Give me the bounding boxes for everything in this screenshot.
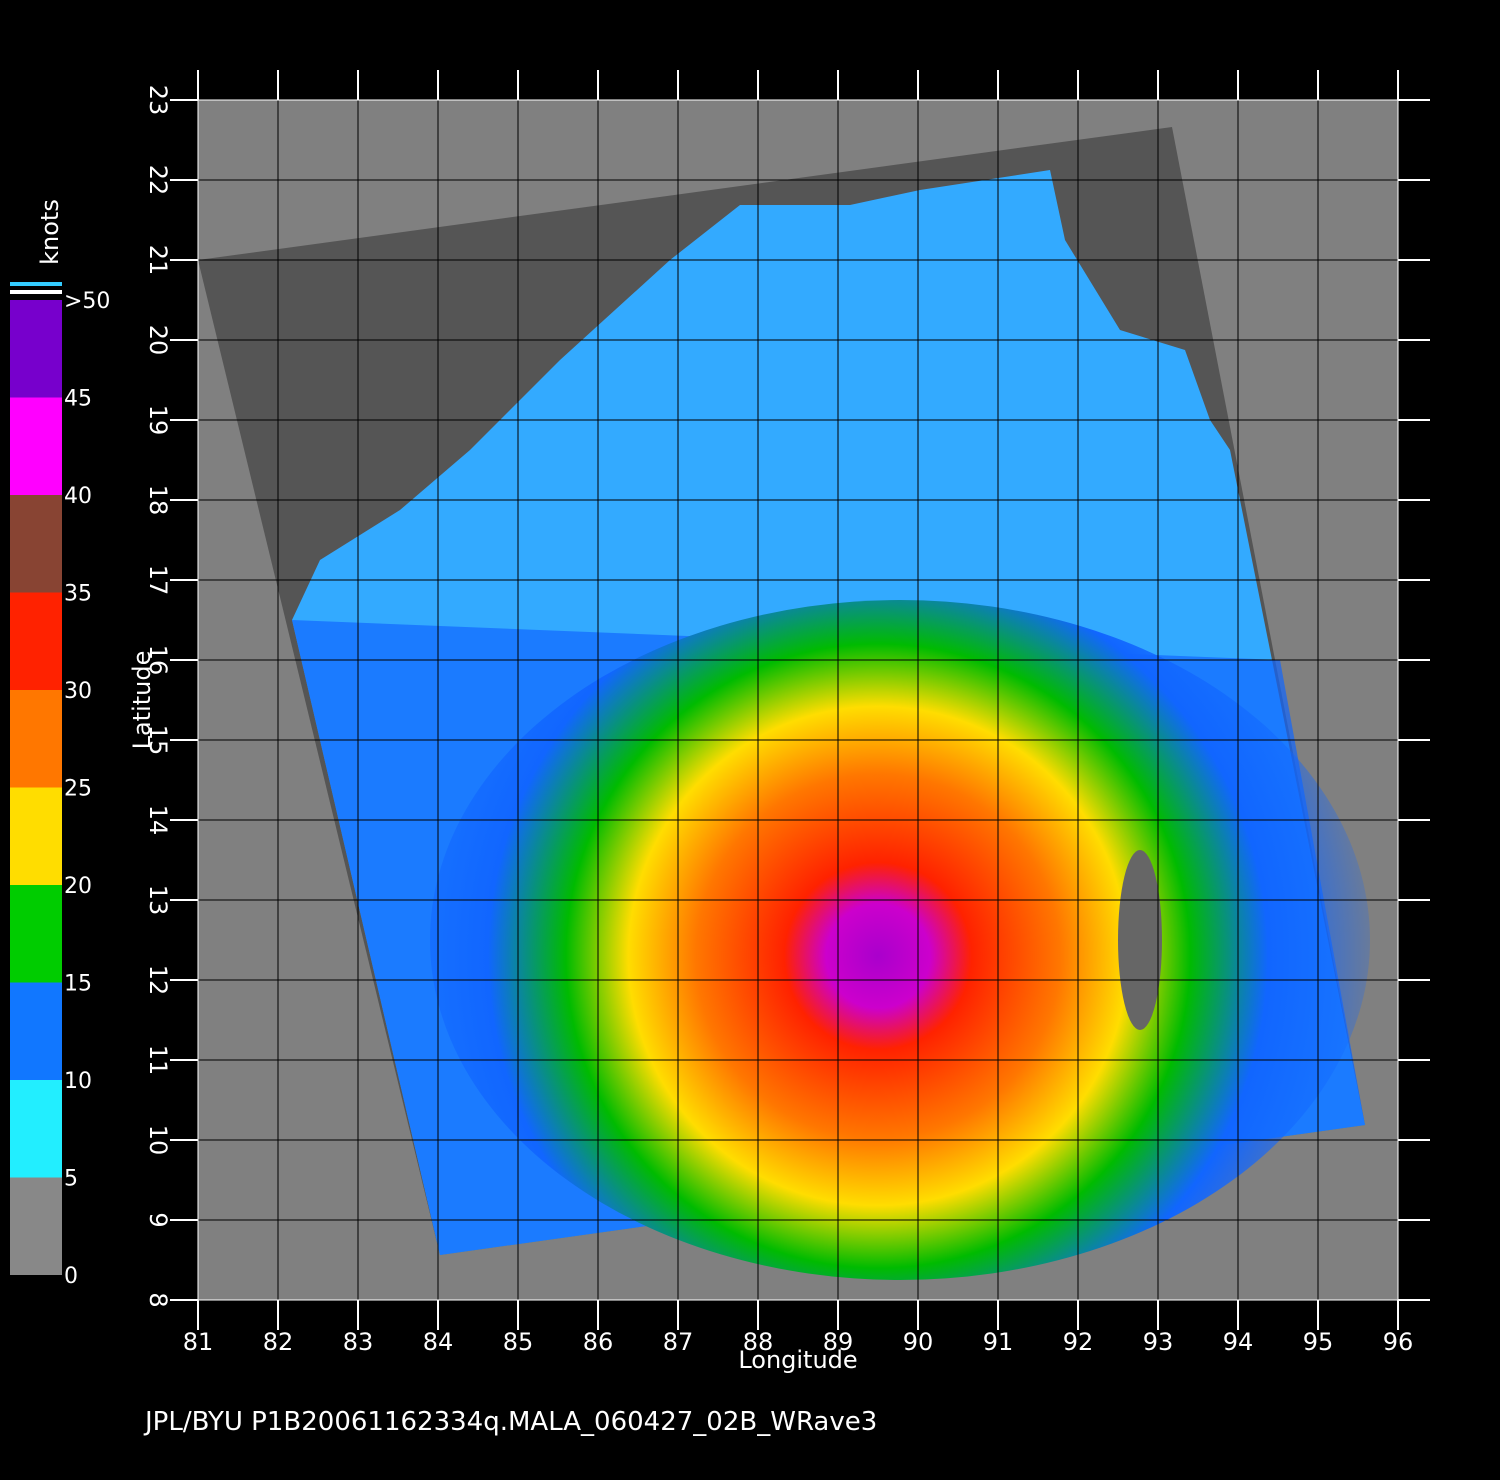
- colorbar-label: 5: [64, 1167, 78, 1192]
- colorbar-segment: [10, 690, 62, 788]
- y-tick-label: 21: [144, 245, 172, 276]
- y-tick-label: 17: [144, 565, 172, 596]
- colorbar-segment: [10, 1080, 62, 1178]
- colorbar-segment: [10, 1177, 62, 1275]
- x-tick-label: 96: [1383, 1328, 1414, 1356]
- colorbar-cap: [10, 282, 62, 286]
- y-tick-label: 11: [144, 1045, 172, 1076]
- y-tick-label: 15: [144, 725, 172, 756]
- colorbar-segment: [10, 300, 62, 398]
- colorbar-segment: [10, 885, 62, 983]
- colorbar-label: 40: [64, 484, 92, 509]
- y-tick-label: 12: [144, 965, 172, 996]
- colorbar-cap: [10, 290, 62, 294]
- y-tick-label: 23: [144, 85, 172, 116]
- colorbar-segment: [10, 787, 62, 885]
- colorbar-label: 15: [64, 972, 92, 997]
- y-tick-label: 8: [144, 1292, 172, 1307]
- y-tick-label: 18: [144, 485, 172, 516]
- colorbar-segment: [10, 397, 62, 495]
- x-tick-label: 87: [663, 1328, 694, 1356]
- colorbar-segment: [10, 592, 62, 690]
- x-tick-label: 91: [983, 1328, 1014, 1356]
- colorbar-label: 0: [64, 1264, 78, 1289]
- colorbar-segment: [10, 495, 62, 593]
- colorbar-label: 25: [64, 777, 92, 802]
- x-tick-label: 85: [503, 1328, 534, 1356]
- colorbar-label: 30: [64, 679, 92, 704]
- y-tick-label: 19: [144, 405, 172, 436]
- x-tick-label: 94: [1223, 1328, 1254, 1356]
- y-tick-label: 9: [144, 1212, 172, 1227]
- colorbar-label: 45: [64, 387, 92, 412]
- x-tick-label: 82: [263, 1328, 294, 1356]
- colorbar-label: 20: [64, 874, 92, 899]
- x-tick-label: 89: [823, 1328, 854, 1356]
- x-axis-label: Longitude: [738, 1346, 857, 1374]
- colorbar-segment: [10, 982, 62, 1080]
- island: [1118, 850, 1162, 1030]
- x-tick-label: 92: [1063, 1328, 1094, 1356]
- x-tick-label: 93: [1143, 1328, 1174, 1356]
- colorbar-label: 10: [64, 1069, 92, 1094]
- plot-frame: [197, 99, 1399, 1301]
- x-tick-label: 95: [1303, 1328, 1334, 1356]
- cyclone: [430, 600, 1370, 1280]
- x-tick-label: 84: [423, 1328, 454, 1356]
- x-tick-label: 83: [343, 1328, 374, 1356]
- y-tick-label: 16: [144, 645, 172, 676]
- y-tick-label: 14: [144, 805, 172, 836]
- x-tick-label: 88: [743, 1328, 774, 1356]
- y-tick-label: 10: [144, 1125, 172, 1156]
- x-tick-label: 90: [903, 1328, 934, 1356]
- x-tick-label: 86: [583, 1328, 614, 1356]
- x-tick-label: 81: [183, 1328, 214, 1356]
- y-tick-label: 13: [144, 885, 172, 916]
- y-tick-label: 20: [144, 325, 172, 356]
- y-axis-label: Latitude: [128, 651, 156, 750]
- colorbar-label: 35: [64, 582, 92, 607]
- colorbar-label: >50: [64, 289, 110, 314]
- footer: JPL/BYU P1B20061162334q.MALA_060427_02B_…: [143, 1407, 877, 1437]
- colorbar-title: knots: [36, 199, 64, 265]
- y-tick-label: 22: [144, 165, 172, 196]
